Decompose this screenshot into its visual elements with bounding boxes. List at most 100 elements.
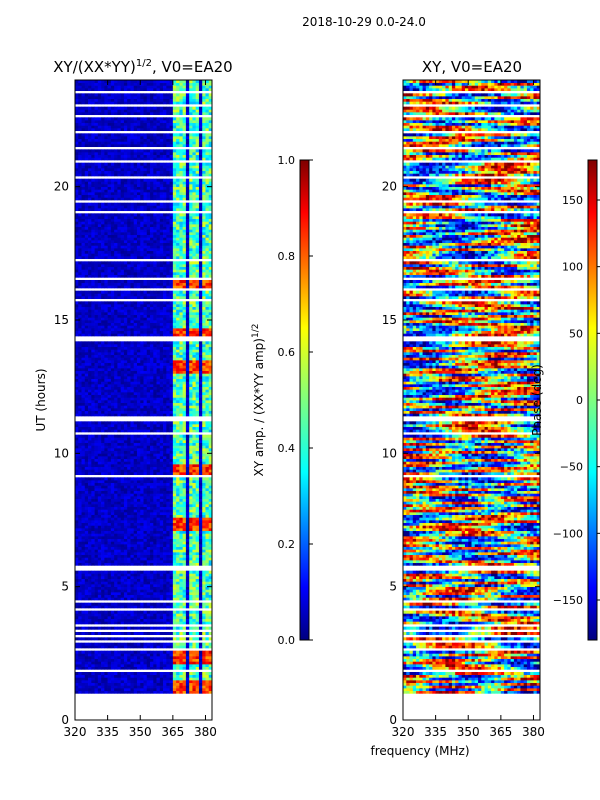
amplitude-cell <box>84 560 89 564</box>
amplitude-cell <box>84 464 89 468</box>
amplitude-cell <box>75 349 79 353</box>
amplitude-cell <box>140 464 144 468</box>
amplitude-cell <box>192 477 197 481</box>
amplitude-cell <box>88 602 92 606</box>
amplitude-cell <box>208 578 213 582</box>
amplitude-cell <box>114 376 118 380</box>
amplitude-cell <box>198 469 203 473</box>
amplitude-cell <box>185 456 190 460</box>
amplitude-cell <box>208 362 213 366</box>
amplitude-cell <box>153 424 157 428</box>
amplitude-cell <box>159 602 164 606</box>
amplitude-cell <box>195 642 200 646</box>
amplitude-cell <box>192 530 197 534</box>
amplitude-cell <box>185 661 190 665</box>
amplitude-cell <box>123 376 128 380</box>
amplitude-cell <box>114 346 118 350</box>
amplitude-cell <box>182 397 187 401</box>
amplitude-cell <box>110 370 115 374</box>
amplitude-cell <box>198 546 203 550</box>
amplitude-cell <box>146 456 151 460</box>
amplitude-cell <box>78 584 82 588</box>
amplitude-cell <box>169 493 174 497</box>
amplitude-cell <box>146 536 151 540</box>
amplitude-cell <box>88 581 92 585</box>
amplitude-cell <box>143 482 148 486</box>
amplitude-cell <box>208 584 213 588</box>
amplitude-cell <box>198 450 203 454</box>
amplitude-cell <box>150 490 154 494</box>
amplitude-cell <box>104 544 108 548</box>
amplitude-cell <box>153 656 157 660</box>
amplitude-cell <box>208 376 213 380</box>
amplitude-cell <box>172 626 177 630</box>
amplitude-cell <box>140 472 144 476</box>
amplitude-cell <box>133 672 138 676</box>
amplitude-cell <box>107 424 112 428</box>
amplitude-cell <box>172 429 177 433</box>
amplitude-cell <box>156 389 161 393</box>
amplitude-cell <box>156 376 161 380</box>
amplitude-cell <box>153 589 157 593</box>
amplitude-cell <box>104 426 108 430</box>
amplitude-cell <box>159 469 164 473</box>
amplitude-cell <box>156 666 161 670</box>
amplitude-cell <box>78 477 82 481</box>
amplitude-cell <box>159 354 164 358</box>
amplitude-cell <box>91 549 95 553</box>
amplitude-cell <box>146 370 151 374</box>
amplitude-cell <box>110 381 115 385</box>
amplitude-cell <box>185 392 190 396</box>
amplitude-cell <box>153 546 157 550</box>
amplitude-cell <box>153 549 157 553</box>
amplitude-cell <box>166 413 170 417</box>
amplitude-cell <box>110 445 115 449</box>
amplitude-cell <box>117 576 122 580</box>
amplitude-cell <box>88 429 92 433</box>
amplitude-cell <box>176 458 180 462</box>
amplitude-cell <box>179 512 183 516</box>
amplitude-cell <box>104 581 108 585</box>
amplitude-cell <box>205 592 210 596</box>
amplitude-cell <box>153 677 157 681</box>
amplitude-cell <box>133 546 138 550</box>
amplitude-cell <box>143 517 148 521</box>
amplitude-cell <box>143 389 148 393</box>
amplitude-cell <box>107 341 112 345</box>
amplitude-cell <box>75 376 79 380</box>
amplitude-cell <box>169 674 174 678</box>
amplitude-cell <box>114 466 118 470</box>
amplitude-cell <box>202 621 206 625</box>
amplitude-cell <box>136 362 141 366</box>
amplitude-cell <box>185 485 190 489</box>
amplitude-cell <box>153 576 157 580</box>
amplitude-cell <box>143 557 148 561</box>
amplitude-cell <box>75 389 79 393</box>
amplitude-cell <box>159 402 164 406</box>
amplitude-cell <box>185 552 190 556</box>
amplitude-cell <box>110 469 115 473</box>
amplitude-cell <box>140 690 144 694</box>
amplitude-cell <box>198 381 203 385</box>
amplitude-cell <box>81 357 86 361</box>
amplitude-cell <box>205 586 210 590</box>
amplitude-cell <box>94 333 99 337</box>
amplitude-cell <box>156 512 161 516</box>
amplitude-cell <box>172 472 177 476</box>
amplitude-cell <box>97 658 102 662</box>
amplitude-cell <box>172 370 177 374</box>
amplitude-cell <box>88 504 92 508</box>
amplitude-cell <box>136 405 141 409</box>
amplitude-cell <box>205 597 210 601</box>
amplitude-cell <box>107 384 112 388</box>
amplitude-cell <box>202 464 206 468</box>
amplitude-cell <box>130 352 135 356</box>
amplitude-cell <box>88 405 92 409</box>
amplitude-cell <box>176 578 180 582</box>
amplitude-cell <box>78 368 82 372</box>
amplitude-cell <box>114 557 118 561</box>
amplitude-cell <box>169 509 174 513</box>
amplitude-cell <box>78 538 82 542</box>
amplitude-cell <box>182 386 187 390</box>
amplitude-cell <box>153 533 157 537</box>
